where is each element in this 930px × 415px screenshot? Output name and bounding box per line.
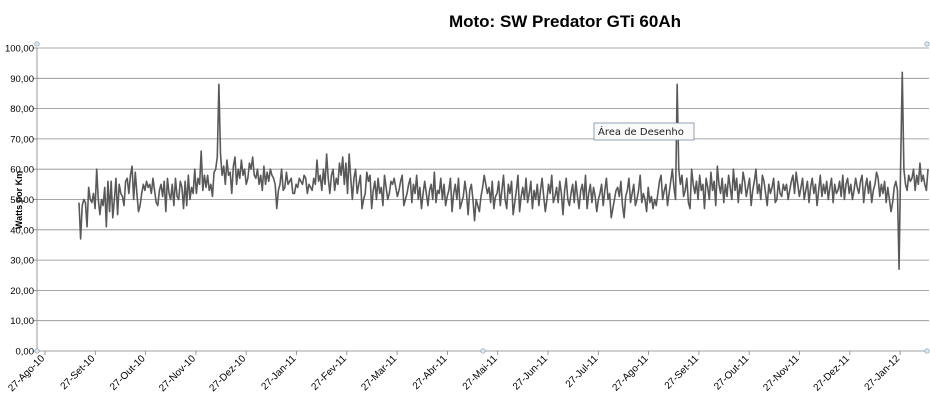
chart-title: Moto: SW Predator GTi 60Ah <box>449 12 681 31</box>
y-tick-label: 70,00 <box>10 134 34 145</box>
series-layer <box>78 71 929 270</box>
y-tick-label: 80,00 <box>10 104 34 115</box>
selection-handle[interactable] <box>34 41 40 47</box>
y-tick-label: 60,00 <box>10 165 34 176</box>
y-axis-label: Watts por Km <box>14 171 24 229</box>
y-tick-labels: 0,00 10,00 20,00 30,00 40,00 50,00 60,00 70,00 8… <box>5 44 34 358</box>
selection-handle[interactable] <box>34 348 40 354</box>
y-tick-label: 20,00 <box>10 286 34 297</box>
y-tick-label: 0,00 <box>16 347 35 358</box>
series-line <box>78 71 929 270</box>
selection-handle[interactable] <box>924 348 930 354</box>
y-tick-label: 10,00 <box>10 316 34 327</box>
selection-handle[interactable] <box>924 41 930 47</box>
y-tick-label: 100,00 <box>5 44 34 55</box>
y-tick-label: 50,00 <box>10 195 34 206</box>
y-tick-label: 40,00 <box>10 225 34 236</box>
plot-area-tooltip: Área de Desenho <box>593 122 695 141</box>
y-tick-label: 90,00 <box>10 74 34 85</box>
tooltip-text: Área de Desenho <box>598 125 684 138</box>
plot-area-selection-handles[interactable] <box>34 41 930 354</box>
y-tick-label: 30,00 <box>10 256 34 267</box>
selection-handle[interactable] <box>480 348 486 354</box>
tooltip-box <box>593 122 695 141</box>
